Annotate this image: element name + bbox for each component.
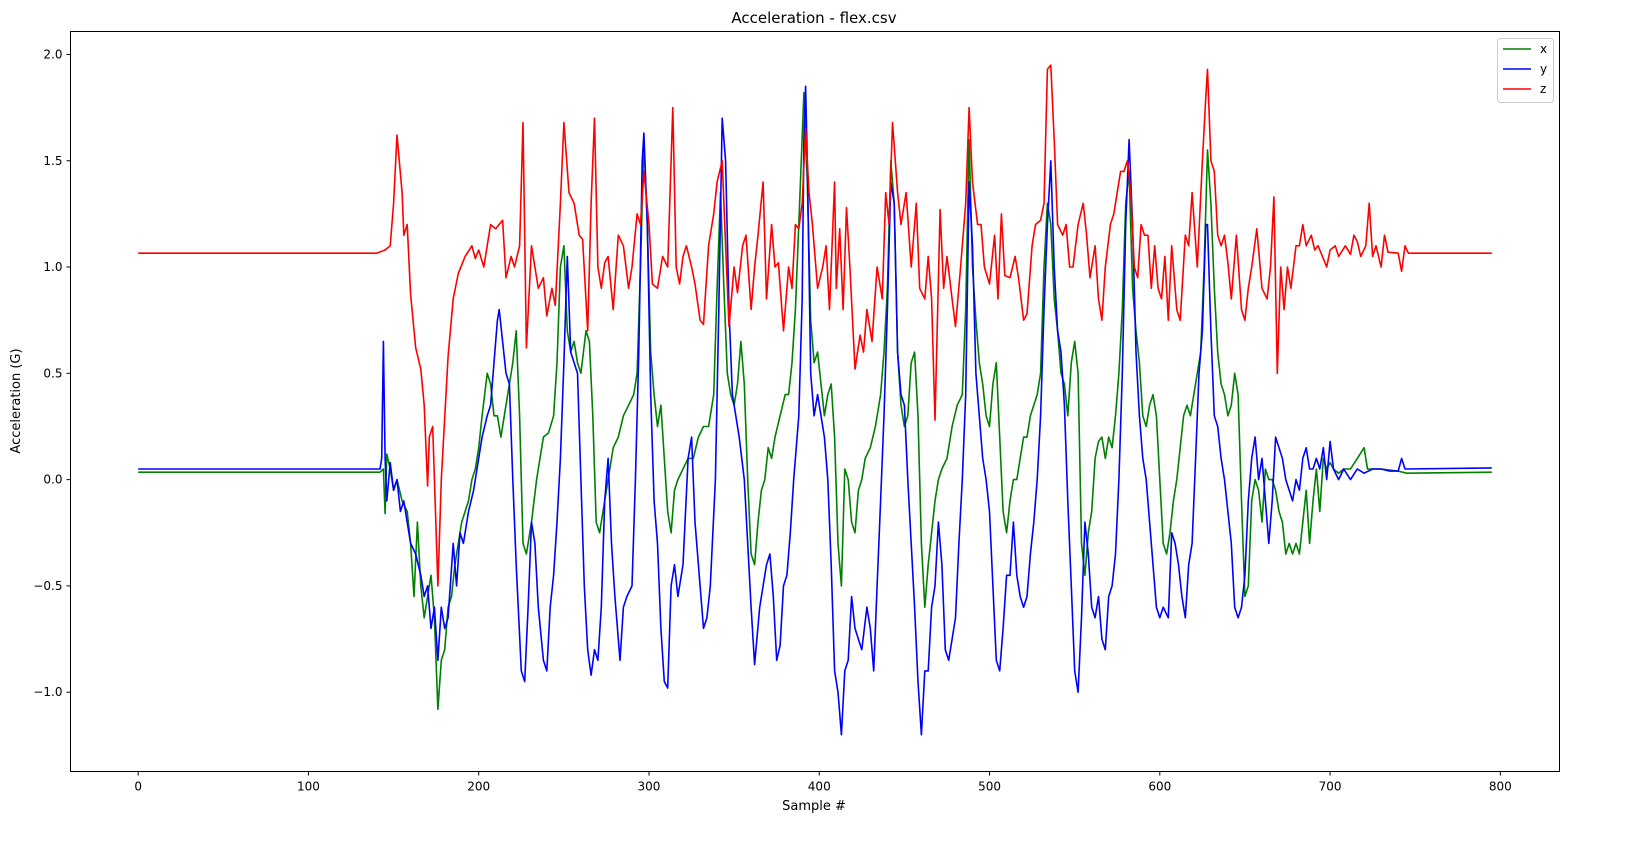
legend: xyz <box>1497 38 1554 103</box>
x-axis-label: Sample # <box>782 799 846 814</box>
chart-title: Acceleration - flex.csv <box>731 9 896 27</box>
plot-frame <box>70 31 1560 772</box>
y-tick-label: 2.0 <box>43 47 62 61</box>
series-line-z <box>138 64 1492 587</box>
legend-label-x: x <box>1540 42 1547 56</box>
legend-label-z: z <box>1540 82 1546 96</box>
x-tick-label: 0 <box>134 780 142 794</box>
y-axis-label: Acceleration (G) <box>9 348 24 453</box>
y-tick-label: −0.5 <box>33 579 62 593</box>
x-tick-label: 800 <box>1489 780 1512 794</box>
series-layer <box>138 64 1492 736</box>
y-tick-label: 1.0 <box>43 260 62 274</box>
x-tick-label: 100 <box>297 780 320 794</box>
series-line-x <box>138 91 1492 710</box>
series-line-y <box>138 85 1492 736</box>
y-tick-label: 0.5 <box>43 366 62 380</box>
y-axis: −1.0 −0.5 0.0 0.5 1.0 1.5 2.0 <box>33 47 71 699</box>
x-tick-label: 500 <box>978 780 1001 794</box>
legend-box <box>1497 38 1554 103</box>
x-axis: 0 100 200 300 400 500 600 700 800 <box>134 771 1512 794</box>
y-tick-label: 0.0 <box>43 473 62 487</box>
x-tick-label: 600 <box>1148 780 1171 794</box>
x-tick-label: 400 <box>808 780 831 794</box>
x-tick-label: 700 <box>1319 780 1342 794</box>
x-tick-label: 300 <box>638 780 661 794</box>
x-tick-label: 200 <box>467 780 490 794</box>
y-tick-label: −1.0 <box>33 685 62 699</box>
legend-label-y: y <box>1540 62 1547 76</box>
y-tick-label: 1.5 <box>43 154 62 168</box>
